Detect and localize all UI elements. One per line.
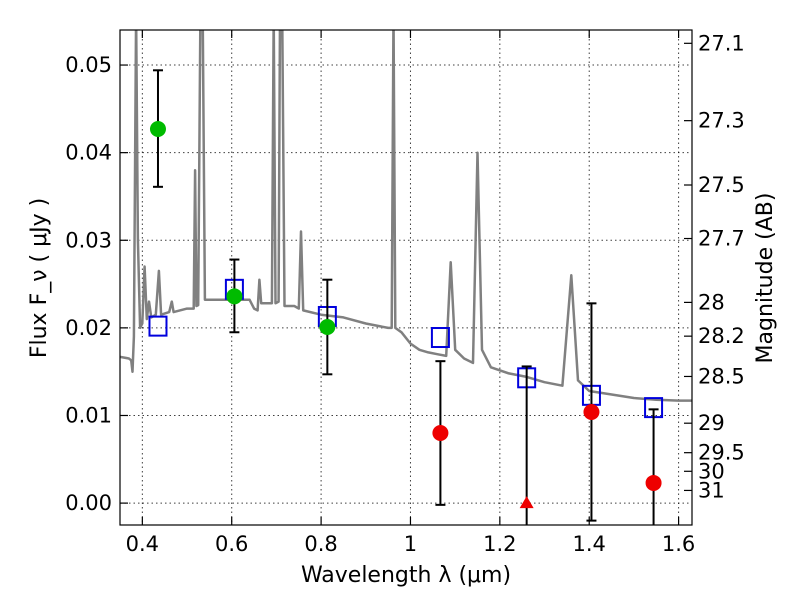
y-tick-label: 0.03 <box>65 228 112 252</box>
x-tick-label: 0.8 <box>304 532 337 556</box>
mag-tick-label: 27.3 <box>698 109 745 133</box>
mag-tick-label: 29 <box>698 411 725 435</box>
mag-tick-label: 31 <box>698 478 725 502</box>
mag-tick-label: 28 <box>698 290 725 314</box>
non-detection-point <box>432 425 449 442</box>
x-axis-label: Wavelength λ (μm) <box>301 563 511 588</box>
axis-ticks <box>120 30 692 525</box>
x-tick-label: 1.6 <box>662 532 695 556</box>
mag-tick-label: 27.7 <box>698 227 745 251</box>
y-tick-label: 0.02 <box>65 316 112 340</box>
x-tick-label: 0.6 <box>215 532 248 556</box>
mag-tick-label: 27.5 <box>698 173 745 197</box>
gridlines <box>120 30 692 525</box>
model-spectrum <box>120 30 692 402</box>
y-tick-label: 0.05 <box>65 53 112 77</box>
tick-labels: 0.4 0.6 0.8 1 1.2 1.4 1.6 0.00 0.01 0.02 0.03 0.04 0… <box>65 31 745 556</box>
detection-point <box>226 288 243 305</box>
non-detection-point <box>645 474 662 491</box>
model-flux-square <box>430 327 450 349</box>
upper-limit-triangle <box>519 496 534 509</box>
mag-tick-label: 30 <box>698 459 725 483</box>
detection-point <box>149 121 166 137</box>
mag-tick-label: 27.1 <box>698 31 745 55</box>
y-tick-label: 0.00 <box>65 491 112 515</box>
x-tick-label: 0.4 <box>126 532 159 556</box>
spectrum-line <box>120 30 692 402</box>
y-axis-label: Flux F_ν ( μJy ) <box>27 198 52 358</box>
y-tick-label: 0.04 <box>65 141 112 165</box>
non-detection-point <box>583 403 600 420</box>
photometry-points <box>148 69 664 525</box>
y-axis-right-label: Magnitude (AB) <box>753 193 778 364</box>
model-flux-square <box>148 315 168 337</box>
plot-frame <box>119 29 693 526</box>
x-tick-label: 1.2 <box>483 532 516 556</box>
detection-point <box>319 319 336 335</box>
x-tick-label: 1 <box>404 532 417 556</box>
y-tick-label: 0.01 <box>65 403 112 427</box>
mag-tick-label: 28.5 <box>698 364 745 388</box>
mag-tick-label: 28.2 <box>698 324 745 348</box>
x-tick-label: 1.4 <box>573 532 606 556</box>
mag-tick-label: 29.5 <box>698 441 745 465</box>
